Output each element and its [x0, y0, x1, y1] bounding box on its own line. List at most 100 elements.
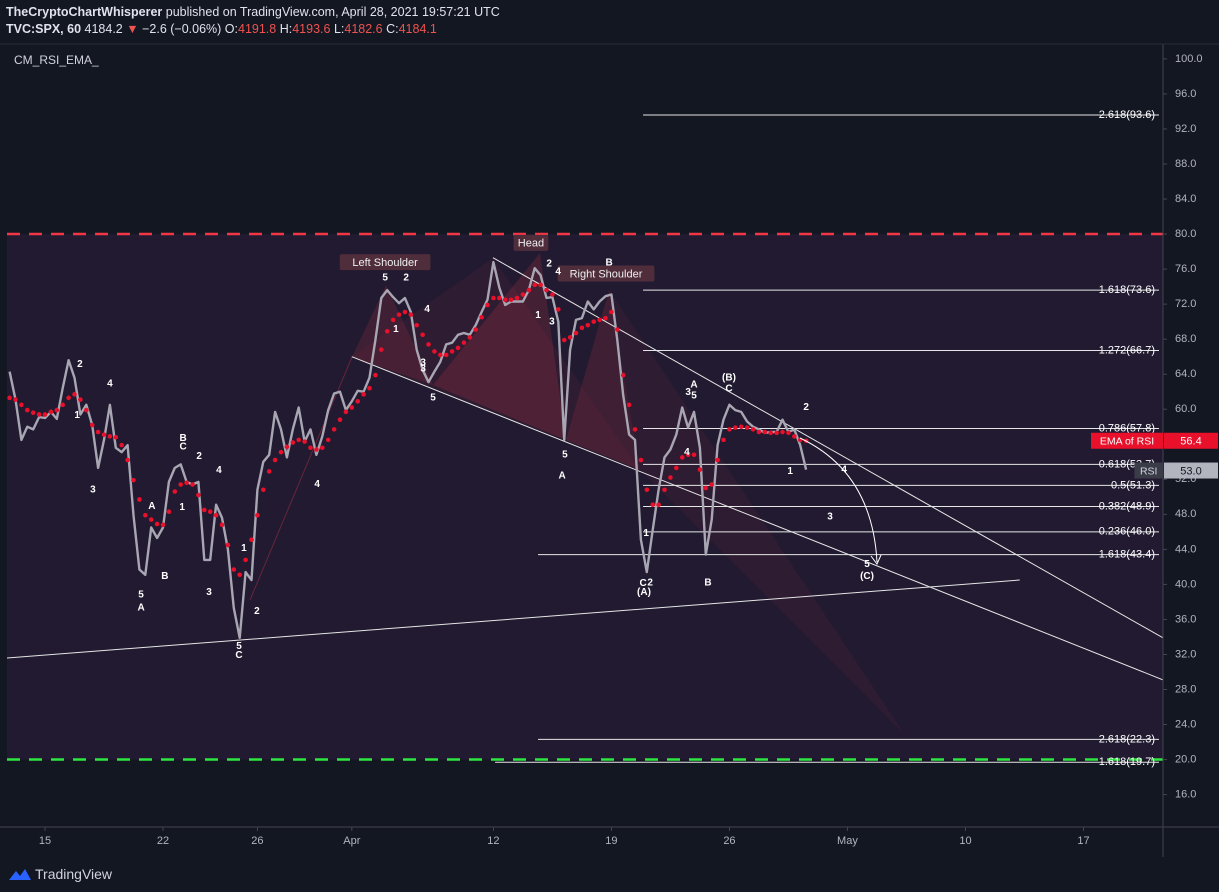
- x-tick-label: 10: [959, 835, 971, 847]
- symbol: TVC:SPX, 60: [6, 22, 82, 36]
- ema-dot: [762, 429, 768, 435]
- ema-dot: [455, 345, 461, 351]
- ema-dot: [379, 347, 384, 352]
- y-tick-label: 84.0: [1175, 193, 1196, 205]
- wave-label: B: [179, 433, 186, 444]
- ema-dot: [390, 317, 396, 323]
- head-shading: [433, 253, 566, 440]
- ema-dot: [721, 437, 726, 443]
- series-name: RSI: [1140, 465, 1158, 477]
- fib-label: 2.618(22.3): [1099, 733, 1155, 745]
- y-tick-label: 36.0: [1175, 613, 1196, 625]
- wave-label: 1: [241, 543, 247, 554]
- logo: [9, 869, 31, 880]
- wave-label: 2: [546, 258, 552, 269]
- ema-dot: [449, 349, 455, 354]
- wave-label: 3: [549, 316, 555, 327]
- ema-dot: [502, 297, 508, 303]
- ohlc-key: L:: [333, 22, 345, 36]
- wave-label: 5: [430, 392, 436, 403]
- ema-dot: [131, 477, 136, 483]
- ema-dot: [202, 507, 207, 513]
- ema-dot: [325, 437, 331, 443]
- ema-dot: [561, 337, 567, 343]
- wave-label: 1: [535, 310, 541, 321]
- wave-label: A: [690, 379, 697, 390]
- ema-dot: [19, 402, 24, 408]
- ema-dot: [744, 425, 750, 430]
- ema-dot: [727, 427, 732, 432]
- projection-arrow: [799, 437, 882, 565]
- wave-label: A: [137, 603, 144, 614]
- y-tick-label: 68.0: [1175, 333, 1196, 345]
- x-tick-label: May: [837, 835, 858, 847]
- ema-dot: [479, 314, 484, 320]
- ema-dot: [426, 342, 431, 347]
- ema-dot: [30, 410, 36, 416]
- wave-label: 3: [685, 387, 691, 398]
- ema-dot: [137, 497, 142, 502]
- value-badge: [1164, 432, 1218, 449]
- ohlc-key: O:: [224, 22, 238, 36]
- ema-dot: [367, 385, 372, 391]
- indicator-title: CM_RSI_EMA_: [14, 53, 99, 67]
- ema-dot: [314, 447, 319, 452]
- ema-dot: [54, 407, 60, 413]
- wave-label: B: [161, 571, 168, 582]
- wave-label: 4: [555, 266, 561, 277]
- ema-dot: [556, 307, 561, 312]
- ema-dot: [544, 287, 549, 293]
- fib-label: 1.272(66.7): [1099, 344, 1155, 356]
- wave-label: 4: [841, 464, 847, 475]
- x-tick-label: 22: [157, 835, 169, 847]
- wave-label: 5: [691, 391, 697, 402]
- ema-dot: [255, 512, 260, 518]
- y-tick-label: 40.0: [1175, 578, 1196, 590]
- ema-dot: [656, 502, 661, 507]
- pattern-line: [249, 356, 353, 601]
- ema-dot: [438, 352, 443, 358]
- ema-dot: [60, 402, 65, 408]
- ema-dot: [685, 452, 691, 458]
- value-badge: [1164, 462, 1218, 479]
- ema-dot: [89, 422, 95, 428]
- pattern-label-box: [513, 234, 549, 251]
- ema-dot: [243, 557, 248, 563]
- ema-dot: [272, 457, 278, 463]
- y-tick-label: 88.0: [1175, 158, 1196, 170]
- ema-dot: [650, 502, 656, 507]
- fib-label: 0.5(51.3): [1111, 479, 1155, 491]
- ema-dot: [78, 397, 83, 402]
- ema-dot: [703, 485, 709, 491]
- ema-dot: [597, 317, 602, 323]
- ema-dot: [738, 424, 744, 430]
- ema-dot: [308, 445, 313, 451]
- wave-label: 2: [254, 606, 260, 617]
- wave-label: 1: [787, 466, 793, 477]
- ema-dot: [148, 517, 154, 522]
- ema-dot: [160, 522, 166, 528]
- y-tick-label: 92.0: [1175, 123, 1196, 135]
- y-tick-label: 64.0: [1175, 368, 1196, 380]
- wave-label: A: [558, 470, 565, 481]
- ema-dot: [467, 335, 473, 340]
- ema-dot: [674, 465, 679, 471]
- ema-dot: [125, 457, 130, 463]
- ema-dot: [691, 452, 697, 458]
- value-badge-label: 53.0: [1180, 465, 1201, 477]
- wave-label: 4: [684, 447, 690, 458]
- shoulder-shading: [566, 290, 640, 470]
- ema-dot: [24, 407, 30, 413]
- ema-dot: [750, 427, 756, 432]
- ema-dot: [733, 425, 738, 430]
- wave-label: 4: [107, 378, 113, 389]
- fib-label: 0.382(48.9): [1099, 500, 1155, 512]
- x-tick-label: 26: [251, 835, 263, 847]
- y-tick-label: 80.0: [1175, 228, 1196, 240]
- ema-dot: [249, 537, 254, 543]
- axis-layer: 16.020.024.028.032.036.040.044.048.052.0…: [0, 43, 1219, 857]
- wave-label: B: [704, 577, 711, 588]
- pattern-shading: [249, 253, 905, 735]
- y-tick-label: 72.0: [1175, 298, 1196, 310]
- x-tick-label: 15: [39, 835, 51, 847]
